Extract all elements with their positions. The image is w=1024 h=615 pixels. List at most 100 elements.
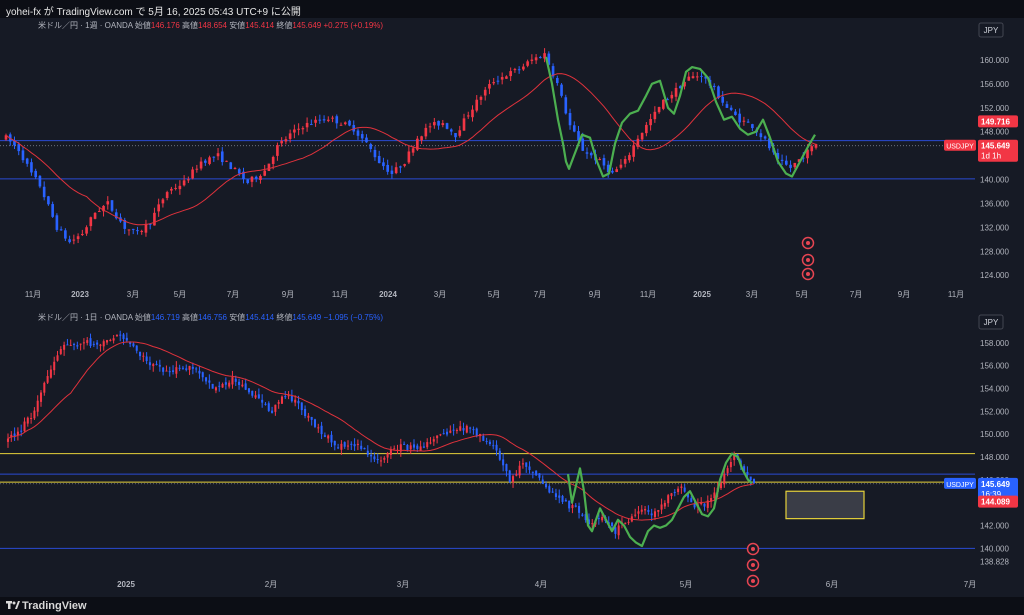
candle[interactable] — [144, 223, 148, 233]
candle[interactable] — [231, 377, 234, 385]
candle[interactable] — [561, 495, 564, 502]
candle[interactable] — [429, 442, 432, 444]
candle[interactable] — [142, 355, 145, 357]
candle[interactable] — [369, 144, 373, 149]
candle[interactable] — [280, 396, 283, 404]
candle[interactable] — [229, 162, 233, 170]
candle[interactable] — [498, 450, 501, 460]
daily-chart-pane[interactable]: 138.828140.000142.000144.000146.000148.0… — [0, 310, 1024, 598]
candle[interactable] — [469, 427, 472, 429]
candle[interactable] — [293, 129, 296, 133]
candle[interactable] — [424, 127, 428, 137]
candle[interactable] — [304, 408, 307, 417]
candle[interactable] — [725, 104, 729, 108]
candle[interactable] — [437, 120, 440, 126]
candle[interactable] — [76, 236, 80, 240]
candle[interactable] — [624, 522, 627, 524]
candle[interactable] — [123, 219, 127, 229]
candle[interactable] — [704, 76, 708, 79]
candle[interactable] — [412, 444, 416, 448]
candle[interactable] — [780, 159, 784, 161]
candle[interactable] — [211, 383, 214, 389]
candle[interactable] — [323, 435, 326, 437]
candle[interactable] — [585, 152, 589, 154]
candle[interactable] — [615, 169, 618, 173]
candle[interactable] — [810, 146, 814, 152]
candle[interactable] — [175, 367, 178, 374]
candle[interactable] — [36, 400, 39, 412]
currency-label[interactable]: JPY — [984, 318, 999, 327]
candle[interactable] — [267, 163, 271, 171]
candle[interactable] — [628, 155, 631, 161]
candle[interactable] — [13, 140, 16, 146]
candle[interactable] — [125, 337, 128, 341]
candle[interactable] — [49, 369, 52, 378]
candle[interactable] — [674, 87, 678, 97]
candle[interactable] — [30, 162, 33, 173]
candle[interactable] — [776, 152, 780, 159]
candle[interactable] — [564, 499, 567, 502]
candle[interactable] — [250, 176, 254, 182]
candle[interactable] — [399, 444, 402, 452]
candle[interactable] — [666, 99, 669, 101]
candle[interactable] — [713, 492, 716, 499]
candle[interactable] — [89, 217, 93, 227]
candle[interactable] — [602, 158, 606, 166]
candle[interactable] — [85, 227, 88, 234]
candle[interactable] — [617, 525, 620, 536]
candle[interactable] — [455, 429, 458, 431]
candle[interactable] — [59, 229, 63, 231]
candle[interactable] — [492, 82, 496, 84]
currency-label[interactable]: JPY — [984, 26, 999, 35]
candle[interactable] — [644, 508, 647, 511]
candle[interactable] — [441, 123, 445, 126]
elliott-wave-drawing[interactable] — [544, 56, 816, 178]
candle[interactable] — [742, 120, 746, 122]
candle[interactable] — [254, 176, 258, 179]
candle[interactable] — [729, 461, 732, 468]
candle[interactable] — [238, 381, 241, 385]
candle[interactable] — [327, 435, 330, 439]
candle[interactable] — [482, 436, 485, 441]
candle[interactable] — [382, 162, 385, 167]
candle[interactable] — [224, 382, 227, 385]
candle[interactable] — [670, 94, 674, 99]
candle[interactable] — [700, 502, 703, 505]
candle[interactable] — [373, 149, 377, 158]
candle[interactable] — [247, 388, 250, 393]
candle[interactable] — [712, 85, 716, 88]
candle[interactable] — [356, 130, 360, 136]
candle[interactable] — [462, 118, 466, 131]
candle[interactable] — [33, 410, 36, 419]
candle[interactable] — [433, 122, 436, 126]
candle[interactable] — [320, 425, 323, 435]
candle[interactable] — [710, 498, 713, 502]
candle[interactable] — [214, 387, 217, 391]
candle[interactable] — [577, 131, 580, 141]
candle[interactable] — [370, 454, 373, 457]
candle[interactable] — [459, 426, 462, 431]
candle[interactable] — [109, 339, 112, 341]
candle[interactable] — [662, 99, 665, 109]
candle[interactable] — [314, 119, 317, 123]
candle[interactable] — [691, 76, 695, 79]
candle[interactable] — [335, 116, 339, 124]
candle[interactable] — [386, 164, 389, 172]
candle[interactable] — [500, 77, 504, 80]
candle[interactable] — [343, 442, 346, 447]
candle[interactable] — [157, 204, 160, 212]
candle[interactable] — [81, 233, 84, 235]
candle[interactable] — [452, 429, 455, 431]
candle[interactable] — [158, 364, 161, 367]
candle[interactable] — [172, 370, 175, 372]
candle[interactable] — [492, 445, 495, 447]
candle[interactable] — [6, 438, 10, 442]
candle[interactable] — [601, 516, 604, 521]
candle[interactable] — [403, 164, 406, 166]
candle[interactable] — [300, 402, 303, 411]
candle[interactable] — [505, 76, 508, 79]
candle[interactable] — [89, 338, 92, 346]
elliott-wave-drawing[interactable] — [566, 452, 753, 548]
candle[interactable] — [297, 128, 300, 130]
candle[interactable] — [170, 188, 173, 191]
